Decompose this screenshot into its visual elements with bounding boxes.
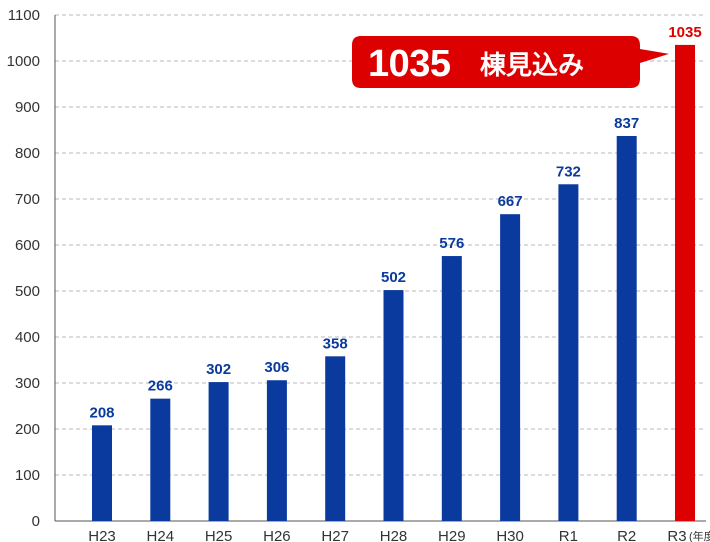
x-tick-label: H27 (321, 528, 349, 542)
data-label: 358 (323, 335, 348, 352)
tick-labels: 0 100 200 300 400 500 600 700 800 900 1000 1100 H23 H… (7, 7, 687, 542)
callout: 1035 棟見込み (352, 36, 669, 88)
bar (558, 184, 579, 521)
data-label: 208 (89, 404, 114, 421)
data-label: 302 (206, 361, 231, 378)
y-tick-label: 800 (15, 145, 40, 162)
y-tick-label: 900 (15, 99, 40, 116)
bar (325, 356, 346, 521)
bars (92, 44, 695, 522)
x-tick-label: H28 (380, 528, 408, 542)
y-tick-label: 400 (15, 329, 40, 346)
y-tick-label: 600 (15, 237, 40, 254)
data-label: 502 (381, 269, 406, 286)
bar (383, 290, 404, 521)
x-tick-label: H25 (205, 528, 233, 542)
y-tick-label: 300 (15, 375, 40, 392)
bar (266, 380, 287, 521)
bar-highlight (675, 44, 695, 522)
data-label: 837 (614, 115, 639, 132)
x-tick-label: H26 (263, 528, 291, 542)
callout-number: 1035 (368, 43, 451, 85)
data-label: 306 (264, 359, 289, 376)
y-tick-label: 1100 (8, 7, 40, 24)
data-label: 732 (556, 163, 581, 180)
bar (616, 135, 637, 522)
x-tick-label: H23 (88, 528, 116, 542)
x-tick-label: H30 (496, 528, 524, 542)
data-label: 667 (498, 193, 523, 210)
x-tick-label: H24 (147, 528, 175, 542)
bar (441, 256, 462, 521)
y-tick-label: 100 (15, 467, 40, 484)
bar (92, 425, 112, 521)
data-label: 266 (148, 378, 173, 395)
bar (500, 214, 521, 521)
data-label: 576 (439, 235, 464, 252)
y-tick-label: 700 (15, 191, 40, 208)
x-tick-label: R1 (559, 528, 578, 542)
y-tick-label: 200 (15, 421, 40, 438)
bar (208, 382, 229, 521)
x-tick-label: H29 (438, 528, 466, 542)
x-tick-label: R3 (667, 528, 686, 542)
data-labels: 208 266 302 306 358 502 576 667 732 837 1035 (89, 24, 701, 421)
y-tick-label: 500 (15, 283, 40, 300)
x-tick-label: R2 (617, 528, 636, 542)
callout-suffix: 棟見込み (480, 50, 584, 80)
data-label: 1035 (668, 24, 701, 41)
bar (150, 398, 171, 521)
callout-bubble (352, 36, 669, 88)
x-unit-note: (年度) (689, 529, 710, 542)
y-tick-label: 1000 (7, 53, 40, 70)
y-tick-label: 0 (32, 513, 40, 530)
